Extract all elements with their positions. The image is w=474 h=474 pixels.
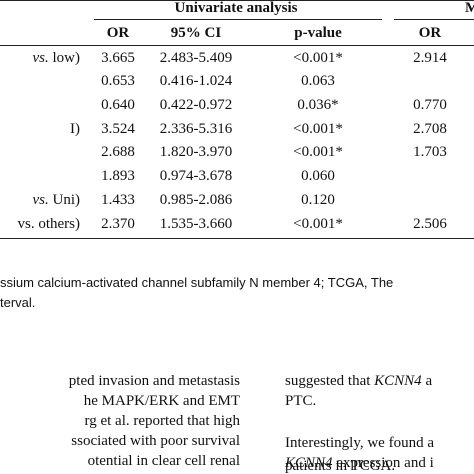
table-cell: 2.914 [413,50,447,66]
column-header: OR [418,25,442,41]
gene-name: KCNN4 [285,455,333,471]
body-line: KCNN4 expression and i [285,454,434,472]
table-cell: 0.985-2.086 [159,192,233,208]
body-line: rg et al. reported that high [84,413,240,429]
table-cell: 0.422-0.972 [159,97,233,113]
text: Interestingly, we found a [285,435,434,451]
table-cell: 2.688 [101,144,135,160]
group-header: Univariate analysis [174,0,298,16]
caption-line: ssium calcium-activated channel subfamil… [0,275,394,290]
text: suggested that [285,373,375,389]
table-cell: <0.001* [293,50,343,66]
text: PTC. [285,393,317,409]
table-cell: 2.336-5.316 [159,121,233,137]
table-cell: 0.640 [101,97,135,113]
row-label-em: vs. [32,192,49,208]
gene-name: KCNN4 [374,373,422,389]
table-cell: 1.820-3.970 [159,144,233,160]
column-header: p-value [294,25,342,41]
table-rule [0,238,474,239]
table-cell: 2.708 [413,121,447,137]
row-label: I) [70,120,80,138]
body-line: suggested that KCNN4 a [285,372,432,390]
column-header: 95% CI [170,25,222,41]
table-rule [94,19,382,20]
table-cell: 0.653 [101,73,135,89]
table-cell: 3.665 [101,50,135,66]
table-cell: <0.001* [293,216,343,232]
table-rule [0,0,474,1]
table-cell: <0.001* [293,121,343,137]
table-cell: 0.416-1.024 [159,73,233,89]
table-cell: 2.370 [101,216,135,232]
table-cell: 1.893 [101,168,135,184]
table-cell: 0.063 [301,73,335,89]
body-line: ssociated with poor survival [71,433,240,449]
text: expression and i [332,455,434,471]
row-label: vs. Uni) [33,191,81,209]
table-cell: 1.535-3.660 [159,216,233,232]
row-label-text: low) [52,50,81,66]
row-label-text: Uni) [52,192,81,208]
row-label-text: vs. others) [17,216,81,232]
table-cell: 3.524 [101,121,135,137]
body-line: he MAPK/ERK and EMT [83,393,240,409]
table-rule [394,19,474,20]
row-label-em: vs. [32,50,49,66]
table-cell: 0.036* [297,97,339,113]
column-header: OR [106,25,130,41]
table-cell: 1.703 [413,144,447,160]
text: a [421,373,433,389]
table-rule [0,45,474,46]
group-header: M [465,0,474,16]
text: patients in TCGA. [285,458,396,474]
table-cell: 2.483-5.409 [159,50,233,66]
row-label: vs. low) [33,49,81,67]
body-line: patients in TCGA. [285,457,395,474]
row-label-text: I) [70,121,80,137]
table-cell: <0.001* [293,144,343,160]
body-line: PTC. [285,392,316,410]
body-line: pted invasion and metastasis [68,373,240,389]
caption-line: terval. [0,295,36,310]
table-cell: 0.120 [301,192,335,208]
row-label: vs. others) [18,215,81,233]
table-cell: 0.060 [301,168,335,184]
table-cell: 0.974-3.678 [159,168,233,184]
body-line: otential in clear cell renal [87,453,240,469]
table-cell: 0.770 [413,97,447,113]
table-cell: 2.506 [413,216,447,232]
body-line: Interestingly, we found a [285,434,434,452]
table-cell: 1.433 [101,192,135,208]
